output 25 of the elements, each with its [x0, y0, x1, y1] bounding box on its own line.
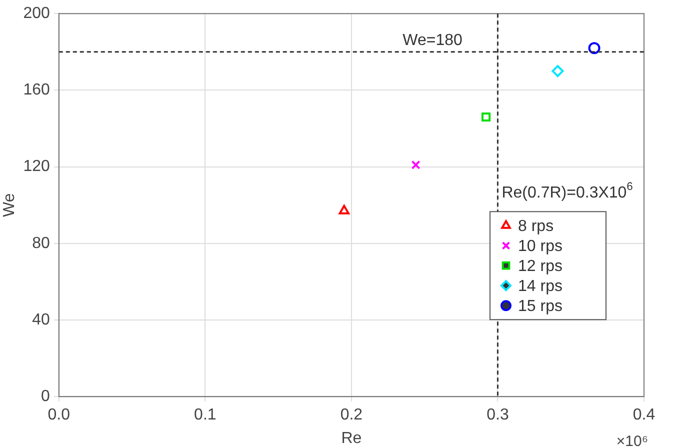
x-tick-label: 0.0	[48, 406, 70, 424]
legend-label: 12 rps	[518, 258, 562, 276]
legend-label: 8 rps	[518, 218, 554, 236]
point	[411, 160, 420, 170]
point	[588, 42, 600, 54]
legend-label: 10 rps	[518, 238, 562, 256]
y-tick-label: 0	[40, 388, 50, 406]
legend-label: 15 rps	[518, 298, 562, 316]
y-tick-label: 160	[23, 82, 50, 99]
y-tick-label: 40	[32, 311, 50, 328]
x-tick-label: 0.3	[486, 406, 509, 424]
y-tick-label: 120	[23, 158, 50, 176]
point	[552, 65, 564, 78]
x-tick-label: 0.2	[340, 406, 363, 424]
y-axis-title: We	[1, 193, 18, 217]
x-tick-label: 0.1	[194, 406, 216, 424]
legend-label: 14 rps	[518, 278, 562, 296]
x-tick-label: 0.4	[632, 406, 656, 424]
ref-line-label: We=180	[402, 32, 462, 49]
x-axis-title: Re	[341, 430, 362, 447]
y-tick-label: 80	[32, 234, 50, 252]
text: ×10⁶	[616, 433, 648, 448]
point	[481, 112, 491, 122]
point	[338, 204, 350, 214]
y-tick-label: 200	[23, 5, 50, 22]
